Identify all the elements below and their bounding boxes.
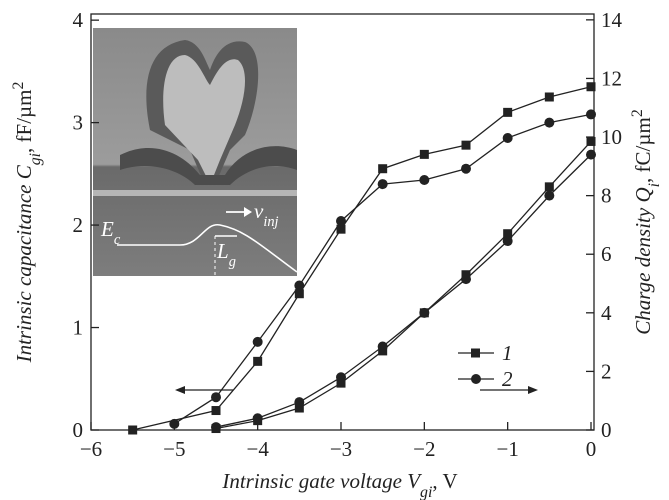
square-marker <box>294 403 304 413</box>
inset-label-part: c <box>114 232 121 248</box>
x-tick-label: −1 <box>496 437 518 461</box>
square-marker <box>294 289 304 299</box>
y2-axis-label-part: , fC/µm <box>631 117 655 183</box>
y2-tick-label: 2 <box>601 359 612 383</box>
circle-marker <box>169 418 180 429</box>
inset-label-part: inj <box>263 214 278 230</box>
x-tick-label: −5 <box>163 437 185 461</box>
legend-label: 2 <box>502 367 513 391</box>
y2-tick-label: 12 <box>601 66 622 90</box>
inset-label-part: v <box>254 199 264 223</box>
inset-image <box>93 28 297 276</box>
circle-marker <box>294 280 305 291</box>
circle-marker <box>419 307 430 318</box>
x-tick-label: −6 <box>80 437 102 461</box>
circle-marker <box>294 397 305 408</box>
square-marker <box>336 378 346 388</box>
inset-label-part: E <box>100 217 114 241</box>
square-marker <box>336 224 346 234</box>
legend-marker <box>471 374 481 384</box>
square-marker <box>419 149 429 159</box>
circle-marker <box>336 372 346 383</box>
circle-marker <box>211 422 221 433</box>
circle-marker <box>461 163 471 174</box>
circle-marker <box>502 236 513 247</box>
x-tick-label: −2 <box>413 437 435 461</box>
circle-marker <box>211 392 221 403</box>
y-tick-label: 3 <box>73 111 84 135</box>
y-axis-label-part: gi <box>27 153 44 165</box>
inset-label-part: g <box>229 254 236 270</box>
y-tick-label: 4 <box>73 8 84 32</box>
y2-tick-label: 0 <box>601 418 612 442</box>
legend-marker <box>471 348 480 358</box>
y-axis-label-part: , fF/µm <box>12 90 36 153</box>
y2-tick-label: 6 <box>601 242 612 266</box>
x-tick-label: −4 <box>246 437 269 461</box>
y-axis-label-part: Intrinsic capacitance <box>12 179 36 363</box>
square-marker <box>128 425 138 435</box>
y-tick-label: 2 <box>73 213 84 237</box>
y-axis-label-part: C <box>12 164 36 179</box>
band-profile <box>117 224 298 273</box>
circle-marker <box>544 190 555 201</box>
circle-marker <box>252 336 263 347</box>
y2-tick-label: 4 <box>601 301 612 325</box>
velocity-arrow-head <box>244 207 252 217</box>
square-marker <box>503 107 513 117</box>
inset-label: Ec <box>100 217 121 248</box>
y2-axis-label-part: 2 <box>629 109 646 117</box>
square-marker <box>211 406 221 416</box>
square-marker <box>378 164 388 174</box>
circle-marker <box>461 274 471 285</box>
y2-tick-label: 10 <box>601 125 622 149</box>
y-tick-label: 1 <box>73 316 84 340</box>
direction-arrows <box>175 386 538 394</box>
inset-annotations <box>117 207 298 290</box>
circle-marker <box>502 132 513 143</box>
square-marker <box>253 356 263 366</box>
y-axis-label: Intrinsic capacitance Cgi, fF/µm2 <box>10 82 44 364</box>
y2-tick-label: 14 <box>601 8 623 32</box>
x-tick-label: 0 <box>586 437 597 461</box>
y2-tick-label: 8 <box>601 184 612 208</box>
circle-marker <box>377 179 388 190</box>
inset-label-part: L <box>216 239 229 263</box>
inset-label: Lg <box>216 239 236 270</box>
x-axis-label-part: V <box>407 469 422 493</box>
circle-marker <box>419 174 430 185</box>
circle-marker <box>586 109 596 120</box>
circle-marker <box>336 215 346 226</box>
y-tick-label: 0 <box>73 418 84 442</box>
y2-axis-label-part: Charge density <box>631 203 655 335</box>
y-axis-label-part: 2 <box>10 82 27 90</box>
legend-label: 1 <box>502 341 513 365</box>
y2-axis-label: Charge density Qi, fC/µm2 <box>629 109 663 335</box>
square-marker <box>544 182 554 192</box>
square-marker <box>586 136 596 146</box>
x-axis-label: Intrinsic gate voltage Vgi, V <box>221 469 457 500</box>
circle-marker <box>377 341 388 352</box>
circle-marker <box>586 149 596 160</box>
y2-axis-label-part: i <box>646 183 663 187</box>
square-marker <box>586 82 596 92</box>
x-axis-label-part: , V <box>432 469 457 493</box>
plot-frame <box>90 13 595 431</box>
square-marker <box>503 229 513 239</box>
series-line <box>215 154 592 428</box>
square-marker <box>544 92 554 102</box>
series-line <box>215 140 592 430</box>
x-axis-label-part: Intrinsic gate voltage <box>221 469 407 493</box>
square-marker <box>461 140 471 150</box>
inset-label: vinj <box>254 199 279 230</box>
x-axis-label-part: gi <box>420 484 432 500</box>
circle-marker <box>544 117 555 128</box>
y2-axis-label-part: Q <box>631 187 655 202</box>
x-tick-label: −3 <box>330 437 352 461</box>
circle-marker <box>252 413 263 424</box>
